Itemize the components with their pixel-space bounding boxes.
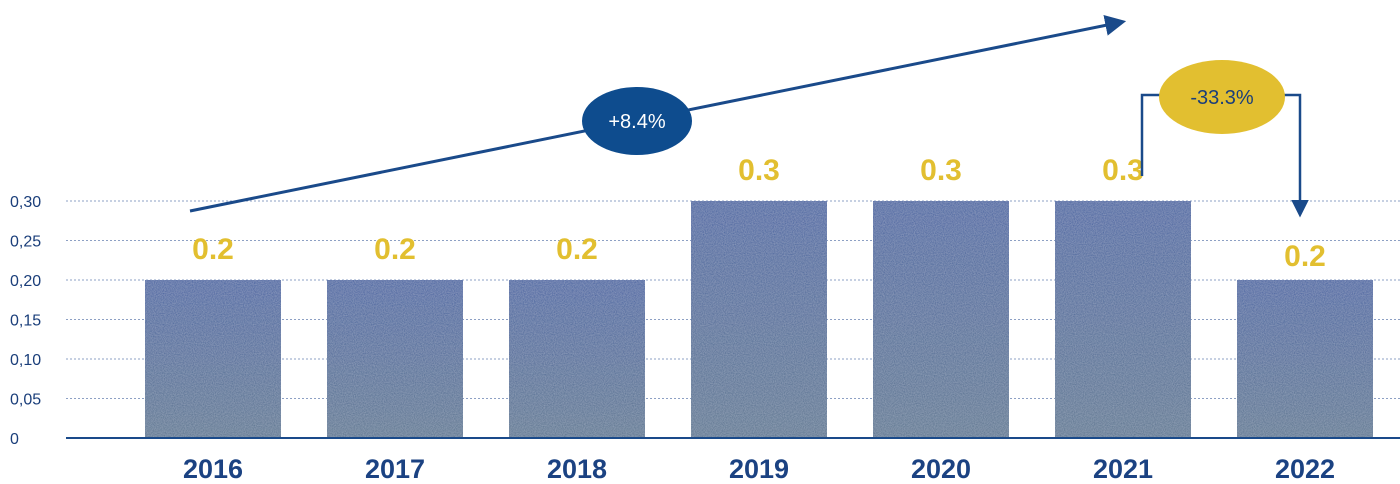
y-tick-label: 0,10 — [10, 352, 41, 369]
y-tick-label: 0,30 — [10, 194, 41, 211]
y-tick-label: 0,15 — [10, 313, 41, 330]
x-axis-categories: 2016 2017 2018 2019 2020 2021 2022 — [183, 454, 1335, 484]
data-label: 0.3 — [1102, 154, 1144, 187]
x-category-label: 2021 — [1093, 454, 1153, 484]
growth-badge: +8.4% — [582, 87, 692, 155]
x-category-label: 2019 — [729, 454, 789, 484]
y-tick-label: 0,05 — [10, 392, 41, 409]
data-label: 0.2 — [556, 233, 598, 266]
x-category-label: 2016 — [183, 454, 243, 484]
change-label: -33.3% — [1190, 87, 1254, 109]
bar-2022 — [1237, 280, 1373, 438]
bars — [145, 201, 1373, 438]
bar-2021 — [1055, 201, 1191, 438]
data-label: 0.3 — [738, 154, 780, 187]
bar-2020 — [873, 201, 1009, 438]
y-tick-label: 0,25 — [10, 234, 41, 251]
growth-label: +8.4% — [608, 111, 665, 133]
x-category-label: 2017 — [365, 454, 425, 484]
x-category-label: 2022 — [1275, 454, 1335, 484]
data-label: 0.3 — [920, 154, 962, 187]
bar-2018 — [509, 280, 645, 438]
bar-2016 — [145, 280, 281, 438]
bar-2017 — [327, 280, 463, 438]
x-category-label: 2018 — [547, 454, 607, 484]
bar-2019 — [691, 201, 827, 438]
data-label: 0.2 — [374, 233, 416, 266]
x-category-label: 2020 — [911, 454, 971, 484]
y-tick-label: 0 — [10, 431, 19, 448]
data-label: 0.2 — [192, 233, 234, 266]
change-badge: -33.3% — [1159, 60, 1285, 134]
data-label: 0.2 — [1284, 240, 1326, 273]
data-labels: 0.2 0.2 0.2 0.3 0.3 0.3 0.2 — [192, 154, 1326, 273]
y-tick-label: 0,20 — [10, 273, 41, 290]
y-axis-ticks: 0 0,05 0,10 0,15 0,20 0,25 0,30 — [10, 194, 41, 448]
